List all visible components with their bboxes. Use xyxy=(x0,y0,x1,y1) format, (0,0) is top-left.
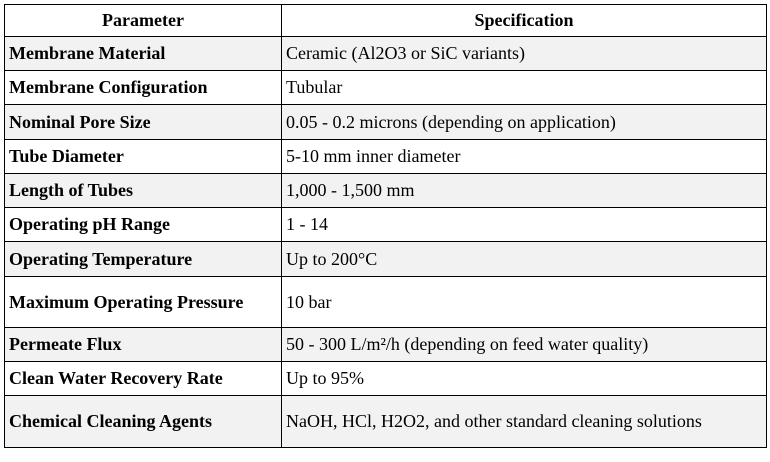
header-parameter: Parameter xyxy=(4,4,282,37)
specification-cell: Up to 95% xyxy=(281,361,767,396)
parameter-cell: Length of Tubes xyxy=(4,173,282,208)
specification-cell: 5-10 mm inner diameter xyxy=(281,139,767,174)
specification-cell: 1 - 14 xyxy=(281,207,767,242)
table-row: Membrane Configuration Tubular xyxy=(4,70,767,105)
table-row: Tube Diameter 5-10 mm inner diameter xyxy=(4,139,767,174)
table-row: Nominal Pore Size 0.05 - 0.2 microns (dep… xyxy=(4,104,767,140)
specification-cell: Tubular xyxy=(281,70,767,105)
parameter-cell: Membrane Material xyxy=(4,36,282,71)
specification-cell: NaOH, HCl, H2O2, and other standard clea… xyxy=(281,395,767,448)
table-row: Operating Temperature Up to 200°C xyxy=(4,241,767,277)
table-row: Chemical Cleaning Agents NaOH, HCl, H2O2,… xyxy=(4,395,767,448)
header-row: Parameter Specification xyxy=(4,4,767,37)
table-row: Operating pH Range 1 - 14 xyxy=(4,207,767,242)
parameter-cell: Chemical Cleaning Agents xyxy=(4,395,282,448)
table-row: Membrane Material Ceramic (Al2O3 or SiC v… xyxy=(4,36,767,71)
parameter-cell: Nominal Pore Size xyxy=(4,104,282,140)
parameter-cell: Maximum Operating Pressure xyxy=(4,276,282,328)
table-row: Clean Water Recovery Rate Up to 95% xyxy=(4,361,767,396)
specification-cell: 1,000 - 1,500 mm xyxy=(281,173,767,208)
table-row: Length of Tubes 1,000 - 1,500 mm xyxy=(4,173,767,208)
table-row: Maximum Operating Pressure 10 bar xyxy=(4,276,767,328)
parameter-cell: Clean Water Recovery Rate xyxy=(4,361,282,396)
header-specification: Specification xyxy=(281,4,767,37)
specification-cell: 10 bar xyxy=(281,276,767,328)
specification-cell: 50 - 300 L/m²/h (depending on feed water… xyxy=(281,327,767,362)
specification-cell: Ceramic (Al2O3 or SiC variants) xyxy=(281,36,767,71)
specification-table: Parameter Specification Membrane Materia… xyxy=(4,4,767,448)
parameter-cell: Operating Temperature xyxy=(4,241,282,277)
parameter-cell: Membrane Configuration xyxy=(4,70,282,105)
specification-cell: 0.05 - 0.2 microns (depending on applica… xyxy=(281,104,767,140)
parameter-cell: Permeate Flux xyxy=(4,327,282,362)
specification-cell: Up to 200°C xyxy=(281,241,767,277)
parameter-cell: Tube Diameter xyxy=(4,139,282,174)
parameter-cell: Operating pH Range xyxy=(4,207,282,242)
table-row: Permeate Flux 50 - 300 L/m²/h (depending … xyxy=(4,327,767,362)
